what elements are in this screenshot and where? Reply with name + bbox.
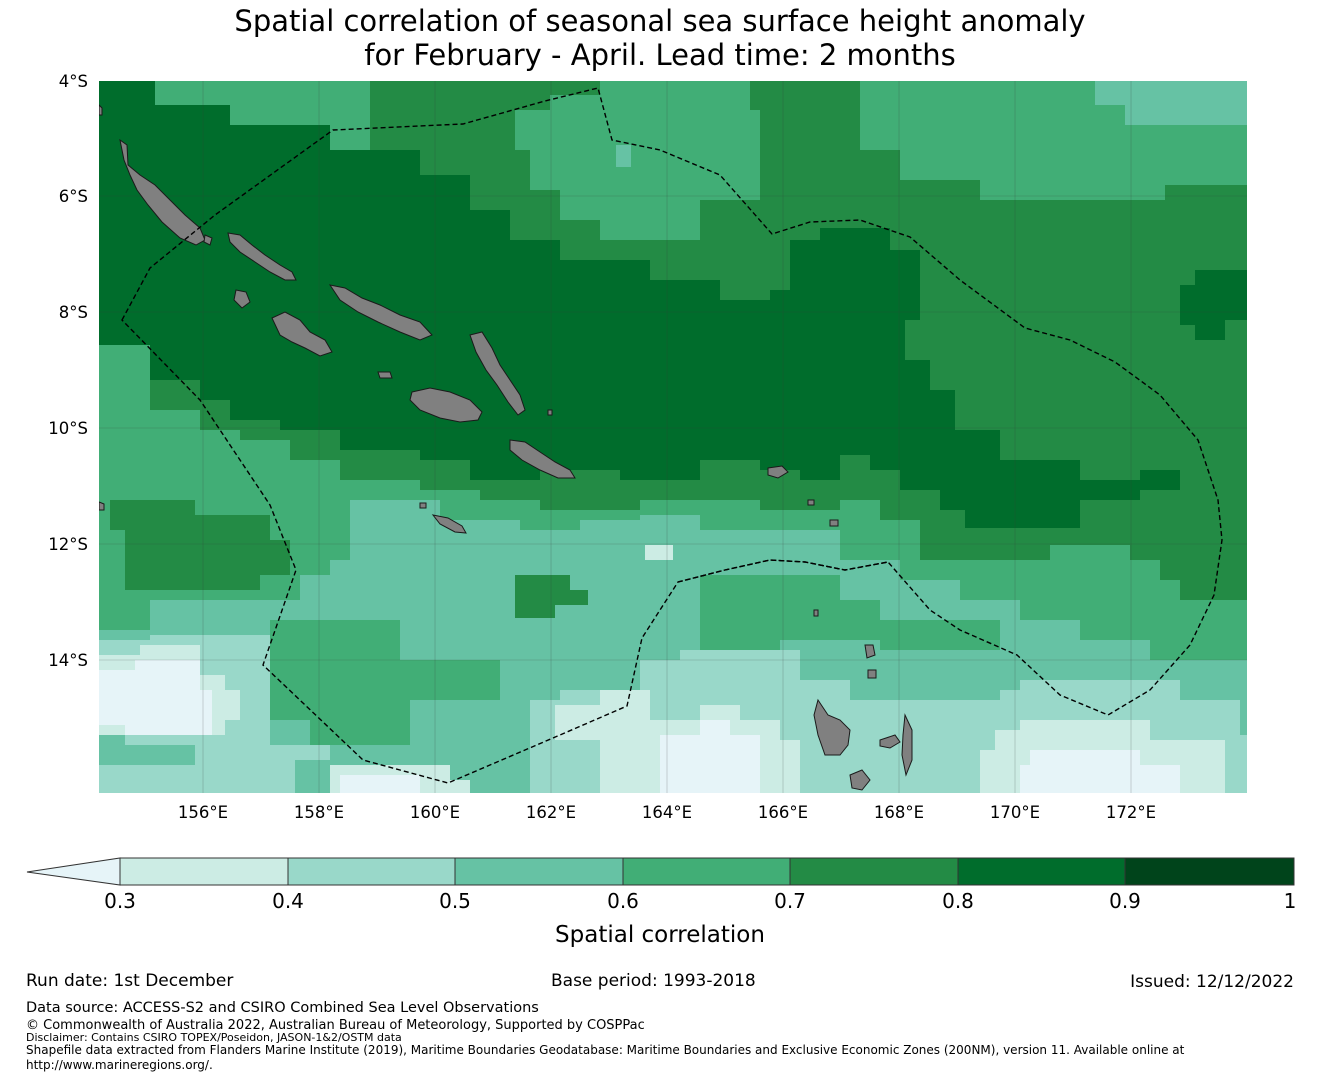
colorbar-segment-0.4-0.5 (288, 858, 455, 885)
field-0.6-south-lower (270, 620, 500, 745)
choiseul-island (227, 232, 297, 281)
lon-label-156e: 156°E (178, 803, 228, 822)
disclaimer: Disclaimer: Contains CSIRO TOPEX/Poseido… (26, 1031, 402, 1044)
shapefile-credit-line1: Shapefile data extracted from Flanders M… (26, 1043, 1185, 1057)
longitude-labels: 156°E 158°E 160°E 162°E 164°E 166°E 168°… (178, 803, 1156, 822)
lon-label-164e: 164°E (642, 803, 692, 822)
lon-label-166e: 166°E (758, 803, 808, 822)
field-lt0.3-southeast (1020, 750, 1180, 793)
islet-4 (807, 499, 815, 506)
copyright: © Commonwealth of Australia 2022, Austra… (26, 1018, 645, 1033)
colorbar-extend-arrow (26, 857, 121, 886)
malakula-island (879, 734, 901, 749)
west-islet (99, 501, 105, 511)
espiritu-santo-island (813, 698, 851, 756)
islet-1 (203, 234, 213, 246)
colorbar-tick-0.6: 0.6 (607, 889, 639, 913)
lon-label-162e: 162°E (526, 803, 576, 822)
field-0.7-south-cell (515, 575, 588, 618)
gridlines (99, 81, 1247, 793)
santa-cruz-island (767, 465, 789, 479)
banks-island (864, 644, 876, 659)
guadalcanal-island (409, 387, 483, 423)
lat-label-12s: 12°S (48, 535, 88, 554)
islet-5 (813, 609, 819, 617)
makira-island (509, 439, 576, 479)
colorbar-outline (119, 857, 1295, 886)
colorbar-segment-0.7-0.8 (790, 858, 958, 885)
eez-vanuatu-north (677, 559, 889, 583)
colorbar: 0.3 0.4 0.5 0.6 0.7 0.8 0.9 1 Spatial co… (26, 857, 1296, 948)
maewo-island (901, 713, 913, 777)
lat-label-14s: 14°S (48, 651, 88, 670)
field-lt0.3-south-center (660, 720, 760, 793)
islet-7 (547, 409, 553, 416)
lat-label-6s: 6°S (59, 187, 88, 206)
data-source: Data source: ACCESS-S2 and CSIRO Combine… (26, 1000, 539, 1016)
colorbar-segment-0.3-0.4 (120, 858, 288, 885)
colorbar-segment-0.5-0.6 (455, 858, 623, 885)
lon-label-168e: 168°E (874, 803, 924, 822)
field-0.8-east-cell (1180, 270, 1247, 340)
shapefile-credit-line2: http://www.marineregions.org/. (26, 1058, 213, 1072)
santa-isabel-island (328, 284, 433, 341)
latitude-labels: 4°S 6°S 8°S 10°S 12°S 14°S (48, 72, 88, 670)
colorbar-tick-0.8: 0.8 (942, 889, 974, 913)
lon-label-172e: 172°E (1106, 803, 1156, 822)
colorbar-segment-0.8-0.9 (958, 858, 1125, 885)
colorbar-tick-0.4: 0.4 (272, 889, 304, 913)
efate-island (849, 769, 871, 791)
lon-label-158e: 158°E (294, 803, 344, 822)
field-lt0.3-southwest (99, 660, 212, 735)
islet-6 (419, 502, 427, 509)
field-0.7-southwest-box (110, 500, 290, 590)
lat-label-10s: 10°S (48, 419, 88, 438)
lon-label-170e: 170°E (990, 803, 1040, 822)
field-0.7-band (150, 81, 1247, 600)
colorbar-label: Spatial correlation (555, 922, 765, 948)
new-georgia-island (271, 311, 333, 357)
vella-lavella-island (233, 289, 251, 309)
colorbar-tick-0.9: 0.9 (1109, 889, 1141, 913)
torres-island (867, 669, 877, 679)
colorbar-ticks: 0.3 0.4 0.5 0.6 0.7 0.8 0.9 1 (104, 889, 1296, 913)
colorbar-segment-0.9-1 (1125, 858, 1294, 885)
islet-3 (829, 519, 839, 527)
map-title-line1: Spatial correlation of seasonal sea surf… (234, 4, 1086, 38)
field-0.5-north-cell (616, 145, 631, 167)
issued-date: Issued: 12/12/2022 (1130, 972, 1294, 992)
field-0.6-north (515, 81, 760, 240)
map-title-line2: for February - April. Lead time: 2 month… (364, 38, 956, 72)
colorbar-tick-0.3: 0.3 (104, 889, 136, 913)
rennell-island (431, 514, 467, 534)
lat-label-8s: 8°S (59, 303, 88, 322)
run-date: Run date: 1st December (26, 971, 234, 991)
eez-boundaries (121, 87, 1223, 784)
colorbar-segment-0.6-0.7 (623, 858, 790, 885)
colorbar-tick-0.5: 0.5 (439, 889, 471, 913)
lon-label-160e: 160°E (410, 803, 460, 822)
colorbar-tick-1: 1 (1284, 889, 1297, 913)
lat-label-4s: 4°S (59, 72, 88, 91)
land-masses (99, 104, 913, 791)
base-period: Base period: 1993-2018 (551, 971, 756, 991)
field-lt0.3-south-mid (340, 775, 420, 793)
colorbar-tick-0.7: 0.7 (774, 889, 806, 913)
malaita-island (469, 331, 526, 416)
eez-solomon-islands (121, 87, 1223, 784)
field-0.8-band (99, 81, 1180, 528)
nw-islet (99, 104, 103, 116)
field-0.6-south-mid (700, 575, 1000, 655)
islet-2 (377, 371, 393, 379)
field-0.5-northeast (1095, 81, 1247, 125)
field-lt0.3-small-cell (645, 545, 673, 560)
